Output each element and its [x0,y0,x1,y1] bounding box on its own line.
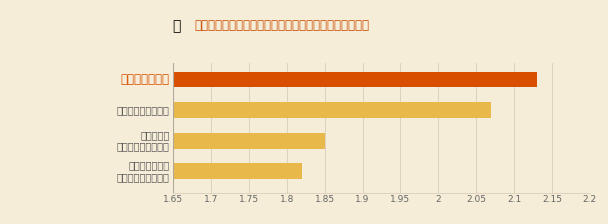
Bar [173,163,302,179]
Text: 🥕: 🥕 [173,20,186,34]
Text: ステンレス製鲸
（フッ素樹脂加工）: ステンレス製鲸 （フッ素樹脂加工） [117,160,170,182]
Text: 他社鑄物ホーロー鲸: 他社鑄物ホーロー鲸 [117,105,170,115]
Bar [173,72,537,88]
Text: アルミ製鲸
（フッ素樹脂加工）: アルミ製鲸 （フッ素樹脂加工） [117,130,170,151]
Bar [173,102,491,118]
Text: にんじんの甘みの違い［加水調理による譒し煮を比較］: にんじんの甘みの違い［加水調理による譒し煮を比較］ [195,19,370,32]
Text: ル・クルーゼ鲸: ル・クルーゼ鲸 [120,73,170,86]
Bar [173,133,325,149]
